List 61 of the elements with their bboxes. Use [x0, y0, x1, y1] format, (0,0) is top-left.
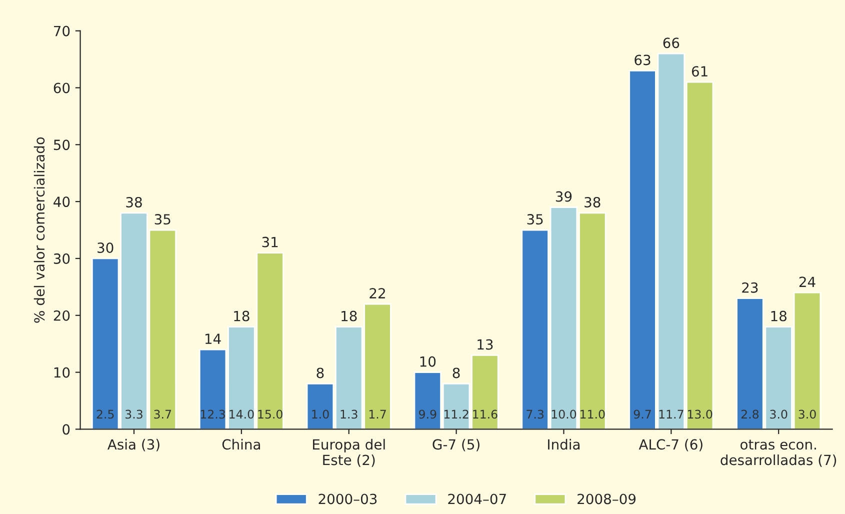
annotation: 14.0 — [230, 410, 254, 419]
annotation: 9.9 — [419, 410, 436, 419]
x-tick-label: ALC-7 (6) — [638, 438, 702, 452]
annotation: 3.0 — [770, 410, 788, 419]
y-tick-label: 70 — [54, 26, 70, 36]
legend-label: 2000–03 — [318, 494, 377, 504]
data-label: 35 — [527, 214, 543, 225]
y-axis-title: % del valor comercializado — [34, 137, 45, 323]
y-tick-label: 60 — [54, 82, 70, 94]
x-tick-label: India — [548, 438, 580, 450]
x-tick-label: Europa del Este (2) — [313, 438, 385, 467]
y-tick-label: 40 — [54, 196, 70, 208]
x-tick-label: Asia (3) — [108, 438, 160, 452]
data-label: 24 — [799, 276, 816, 287]
annotation: 11.0 — [580, 410, 605, 419]
data-label: 10 — [420, 356, 436, 367]
annotation: 1.3 — [340, 410, 358, 419]
data-label: 14 — [205, 334, 221, 344]
annotation: 11.2 — [444, 410, 468, 419]
annotation: 1.7 — [369, 410, 386, 419]
annotation: 10.0 — [552, 410, 576, 419]
data-label: 18 — [771, 310, 786, 322]
data-label: 13 — [478, 339, 493, 350]
x-tick-label: G-7 (5) — [432, 438, 480, 452]
data-label: 61 — [692, 66, 708, 77]
x-tick-label: otras econ. desarrolladas (7) — [720, 440, 836, 467]
data-label: 35 — [154, 214, 170, 225]
annotation: 15.0 — [258, 410, 282, 419]
annotation: 9.7 — [634, 410, 651, 419]
data-label: 63 — [634, 54, 650, 66]
annotation: 12.3 — [200, 410, 225, 419]
data-label: 8 — [316, 368, 324, 378]
y-tick-label: 30 — [54, 253, 70, 264]
y-tick-label: 50 — [54, 140, 70, 150]
data-label: 66 — [663, 38, 680, 48]
data-label: 23 — [742, 282, 758, 293]
legend-label: 2004–07 — [448, 494, 506, 504]
annotation: 3.3 — [126, 410, 142, 419]
data-label: 18 — [234, 310, 250, 322]
annotation: 2.5 — [96, 410, 114, 419]
data-label: 38 — [126, 196, 142, 208]
data-label: 31 — [262, 236, 278, 248]
annotation: 3.7 — [154, 410, 172, 419]
annotation: 3.0 — [798, 410, 816, 419]
data-label: 39 — [556, 191, 572, 202]
data-label: 30 — [98, 242, 114, 253]
annotation: 13.0 — [688, 410, 712, 419]
y-tick-label: 10 — [54, 367, 70, 378]
annotation: 7.3 — [526, 410, 544, 419]
annotation: 11.7 — [659, 410, 684, 419]
annotation: 2.8 — [741, 410, 759, 419]
annotation: 11.6 — [473, 410, 498, 419]
data-label: 8 — [452, 368, 460, 378]
legend-label: 2008–09 — [578, 494, 636, 504]
data-label: 38 — [584, 196, 600, 208]
data-label: 22 — [370, 288, 385, 298]
data-label: 18 — [342, 310, 357, 322]
annotation: 1.0 — [312, 410, 329, 419]
x-tick-label: China — [222, 438, 260, 450]
y-tick-label: 20 — [54, 310, 70, 321]
y-tick-label: 0 — [62, 424, 70, 435]
